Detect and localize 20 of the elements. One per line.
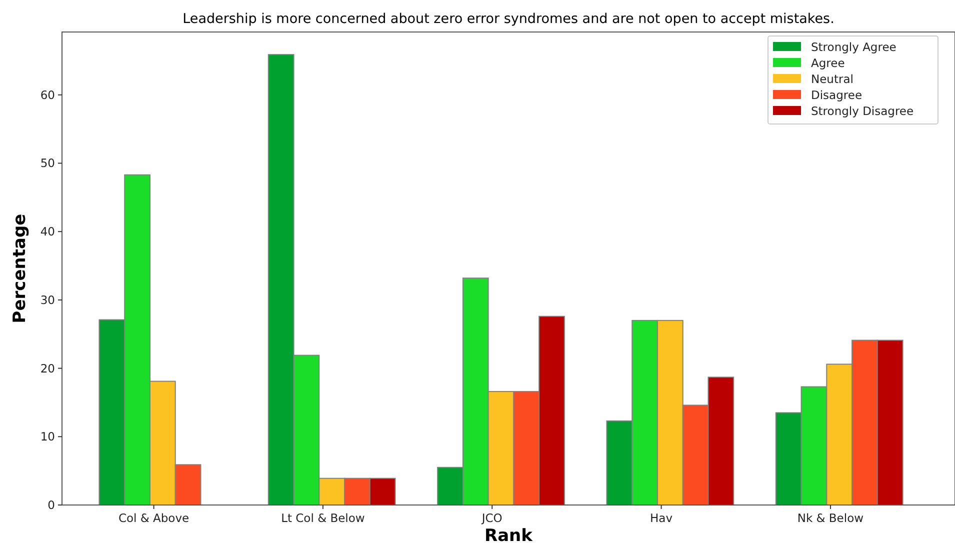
- y-tick-label: 30: [40, 292, 55, 307]
- y-axis-title: Percentage: [10, 214, 30, 324]
- legend-label: Agree: [811, 56, 845, 70]
- x-tick-label: Lt Col & Below: [281, 511, 365, 525]
- legend-label: Strongly Disagree: [811, 104, 914, 118]
- x-axis-title: Rank: [484, 526, 534, 543]
- legend-label: Disagree: [811, 88, 862, 102]
- y-tick-label: 10: [40, 430, 55, 444]
- y-tick-label: 40: [40, 224, 55, 239]
- x-tick-label: JCO: [480, 511, 502, 525]
- chart-title: Leadership is more concerned about zero error syndromes and are not open to accept mistakes.: [182, 11, 834, 27]
- legend-label: Neutral: [811, 72, 854, 86]
- x-tick-label: Col & Above: [118, 511, 190, 525]
- y-tick-label: 0: [48, 498, 55, 512]
- legend-label: Strongly Agree: [811, 40, 896, 54]
- y-tick-label: 50: [40, 156, 55, 170]
- x-tick-label: Nk & Below: [797, 511, 864, 525]
- y-tick-label: 60: [40, 88, 55, 102]
- y-tick-label: 20: [40, 361, 55, 376]
- x-tick-label: Hav: [650, 511, 673, 525]
